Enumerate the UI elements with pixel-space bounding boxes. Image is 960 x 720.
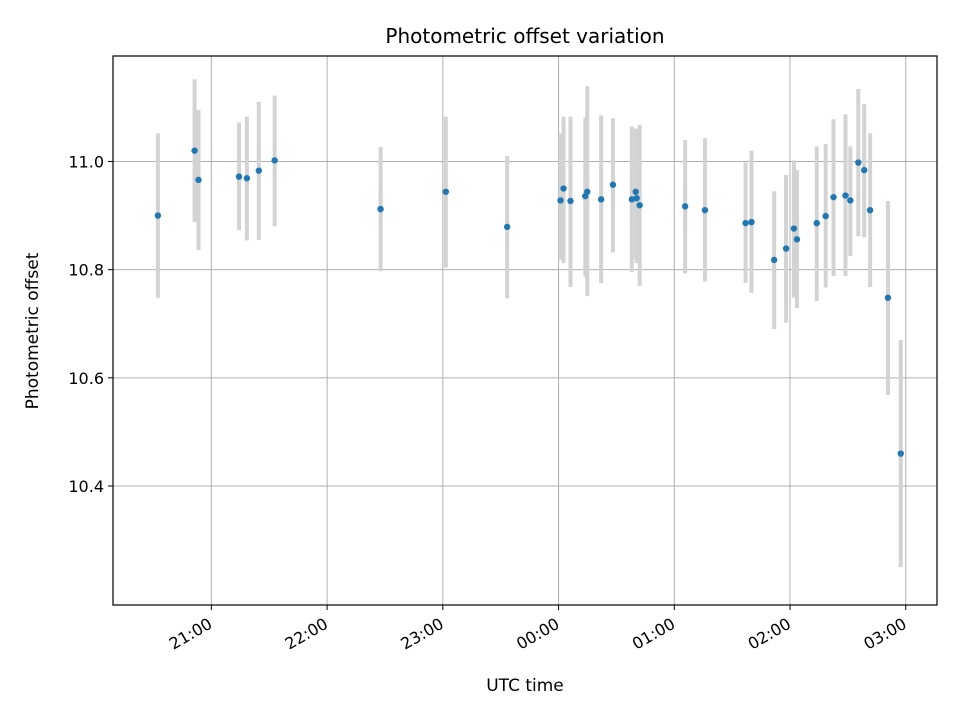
data-point bbox=[770, 256, 778, 264]
data-point bbox=[793, 236, 801, 243]
y-tick-label: 10.4 bbox=[68, 477, 104, 496]
data-point bbox=[847, 197, 854, 204]
y-tick-label: 10.8 bbox=[68, 261, 104, 280]
data-point bbox=[154, 212, 162, 219]
data-point bbox=[790, 225, 798, 232]
data-point bbox=[742, 219, 749, 227]
data-point bbox=[191, 147, 198, 154]
data-point bbox=[701, 206, 709, 214]
y-tick-label: 10.6 bbox=[68, 369, 104, 388]
data-point bbox=[866, 206, 874, 214]
data-point bbox=[897, 450, 904, 457]
data-point bbox=[597, 196, 605, 203]
data-point bbox=[822, 212, 829, 220]
plot-frame bbox=[112, 55, 938, 606]
data-point bbox=[681, 203, 689, 210]
data-point bbox=[271, 157, 278, 164]
data-point bbox=[884, 294, 892, 301]
data-point bbox=[560, 185, 567, 192]
data-point bbox=[782, 245, 790, 252]
data-point bbox=[628, 196, 636, 203]
data-point bbox=[503, 223, 511, 231]
data-points bbox=[154, 147, 904, 457]
data-point bbox=[748, 218, 755, 226]
y-tick-label: 11.0 bbox=[68, 152, 104, 171]
data-point bbox=[584, 188, 591, 195]
data-point bbox=[243, 175, 251, 182]
data-point bbox=[842, 192, 849, 199]
data-point bbox=[636, 202, 643, 209]
y-axis-title: Photometric offset bbox=[23, 252, 43, 409]
data-point bbox=[195, 176, 202, 184]
data-point bbox=[609, 181, 617, 188]
data-point bbox=[442, 188, 450, 195]
data-point bbox=[633, 195, 640, 202]
x-axis-title: UTC time bbox=[486, 676, 564, 696]
data-point bbox=[235, 173, 243, 180]
data-point bbox=[830, 193, 837, 201]
data-point bbox=[855, 159, 862, 166]
data-point bbox=[813, 219, 820, 227]
data-point bbox=[567, 197, 574, 205]
grid-lines bbox=[113, 56, 937, 605]
chart-title: Photometric offset variation bbox=[385, 24, 664, 48]
data-point bbox=[861, 166, 868, 174]
data-point bbox=[377, 205, 384, 213]
data-point bbox=[557, 197, 564, 204]
data-point bbox=[255, 167, 263, 174]
data-point bbox=[632, 188, 639, 195]
